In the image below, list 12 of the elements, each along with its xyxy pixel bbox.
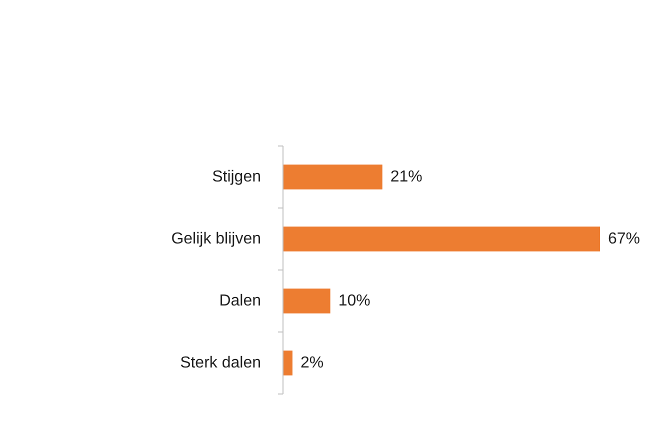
- data-label: 67%: [608, 230, 640, 248]
- data-label: 2%: [300, 354, 324, 372]
- bar: [283, 164, 382, 190]
- bar: [283, 350, 292, 376]
- bar: [283, 288, 330, 314]
- data-label: 21%: [390, 168, 422, 186]
- y-tick-label: Stijgen: [212, 168, 261, 186]
- y-tick-label: Dalen: [219, 292, 261, 310]
- y-tick-label: Sterk dalen: [180, 354, 261, 372]
- data-label: 10%: [338, 292, 370, 310]
- bar: [283, 226, 600, 252]
- y-tick-label: Gelijk blijven: [171, 230, 261, 248]
